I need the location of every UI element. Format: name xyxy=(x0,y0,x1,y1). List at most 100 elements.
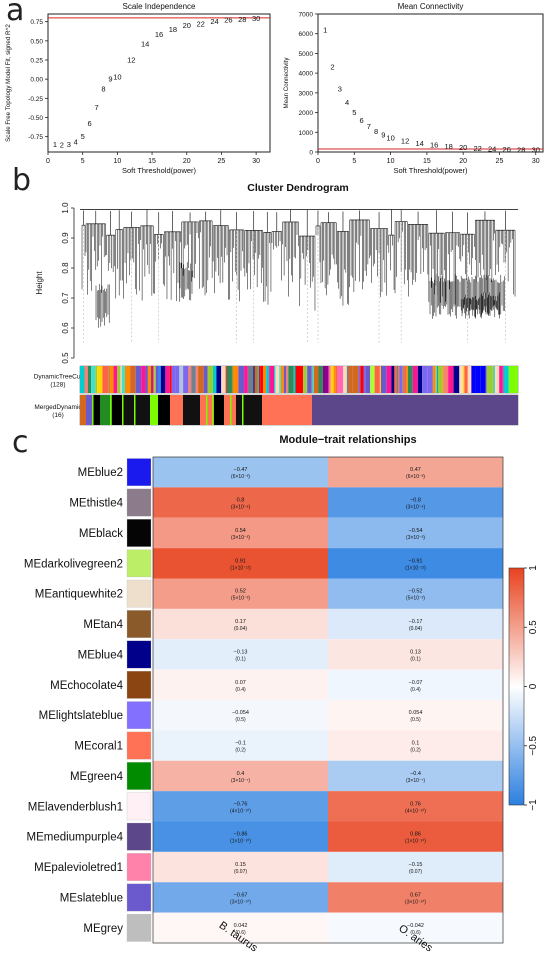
scale-independence-y-tick-label: -0.50 xyxy=(28,115,43,122)
scale-independence-y-tick-label: -0.25 xyxy=(28,96,43,103)
heatmap-cell xyxy=(153,578,328,609)
module-color-swatch xyxy=(126,731,152,760)
merged-dynamic-segment xyxy=(92,395,94,425)
heatmap-cell xyxy=(328,791,503,822)
heatmap-cell xyxy=(328,730,503,761)
mean-connectivity-x-tick-label: 10 xyxy=(387,158,395,165)
dendrogram-y-tick-label: 0.9 xyxy=(61,232,70,244)
dynamic-tree-cut-segment xyxy=(84,366,88,393)
dynamic-tree-cut-segment xyxy=(269,366,275,393)
dynamic-tree-cut-segment xyxy=(511,366,516,393)
scale-independence-point-label: 18 xyxy=(169,25,177,34)
dendrogram-title: Cluster Dendrogram xyxy=(247,182,349,194)
heatmap-cell-value: 0.054 xyxy=(409,710,423,716)
module-label-MEpalevioletred1: MEpalevioletred1 xyxy=(34,862,123,874)
scale-independence-point-label: 4 xyxy=(74,138,78,147)
scale-independence-point-label: 16 xyxy=(155,30,163,39)
dynamic-tree-cut-segment xyxy=(231,366,233,393)
dynamic-tree-cut-segment xyxy=(91,366,96,393)
heatmap-cell xyxy=(153,912,328,943)
mean-connectivity-y-tick-label: 7000 xyxy=(299,12,314,19)
dynamic-tree-cut-segment xyxy=(322,366,329,393)
dynamic-tree-cut-segment xyxy=(266,366,270,393)
dynamic-tree-cut-segment xyxy=(280,366,284,393)
dynamic-tree-cut-segment xyxy=(275,366,280,393)
merged-dynamic-segment xyxy=(80,395,86,425)
dynamic-tree-cut-segment xyxy=(358,366,361,393)
heatmap-cell-pvalue: (0.5) xyxy=(235,717,246,723)
scale-independence-x-tick-label: 30 xyxy=(252,158,260,165)
mean-connectivity-y-tick-label: 1000 xyxy=(299,130,314,137)
heatmap-cell xyxy=(153,639,328,670)
scale-independence-y-tick-label: 0.50 xyxy=(30,38,43,45)
dynamic-tree-cut-segment xyxy=(360,366,364,393)
dynamic-tree-cut-segment xyxy=(311,366,313,393)
module-label-MEdarkolivegreen2: MEdarkolivegreen2 xyxy=(24,558,123,570)
heatmap-cell-pvalue: (4×10⁻¹⁰) xyxy=(405,808,426,814)
dynamic-tree-cut-segment xyxy=(330,366,334,393)
dynamic-tree-cut-segment xyxy=(365,366,371,393)
heatmap-cell-pvalue: (6×10⁻³) xyxy=(406,474,425,480)
dynamic-tree-cut-segment xyxy=(333,366,336,393)
heatmap-cell xyxy=(153,730,328,761)
dynamic-tree-cut-segment xyxy=(183,366,189,393)
heatmap-cell-value: 0.47 xyxy=(410,467,421,473)
dynamic-tree-cut-segment xyxy=(407,366,413,393)
module-color-swatch xyxy=(126,792,152,821)
heatmap-cell-value: −0.054 xyxy=(232,710,249,716)
dynamic-tree-cut-segment xyxy=(154,366,156,393)
mean-connectivity-point-label: 9 xyxy=(381,131,385,140)
heatmap-cell xyxy=(328,700,503,731)
heatmap-cell-value: 0.07 xyxy=(235,680,246,686)
heatmap-cell-pvalue: (1×10⁻¹⁰) xyxy=(230,839,251,845)
merged-dynamic-segment xyxy=(134,395,136,425)
dynamic-tree-cut-segment xyxy=(417,366,423,393)
heatmap-cell-value: −0.1 xyxy=(235,741,246,747)
heatmap-cell-pvalue: (1×10⁻¹²) xyxy=(230,565,251,571)
color-row-label: DynamicTreeCut xyxy=(34,374,83,381)
heatmap-cell-value: 0.4 xyxy=(237,771,245,777)
heatmap-cell-pvalue: (0.1) xyxy=(235,656,246,662)
heatmap-cell xyxy=(328,517,503,549)
mean-connectivity-point-label: 6 xyxy=(359,116,363,125)
dynamic-tree-cut-segment xyxy=(399,366,403,393)
dynamic-tree-cut-segment xyxy=(464,366,468,393)
dynamic-tree-cut-segment xyxy=(443,366,449,393)
dynamic-tree-cut-segment xyxy=(244,366,248,393)
mean-connectivity-y-tick-label: 3000 xyxy=(299,90,314,97)
heatmap-cell xyxy=(153,487,328,518)
heatmap-cell-value: −0.042 xyxy=(407,923,424,929)
dynamic-tree-cut-segment xyxy=(328,366,331,393)
heatmap-cell-pvalue: (3×10⁻³) xyxy=(231,535,250,541)
heatmap-cell-pvalue: (6×10⁻³) xyxy=(231,474,250,480)
dynamic-tree-cut-segment xyxy=(124,366,131,393)
dynamic-tree-cut-segment xyxy=(404,366,407,393)
heatmap-cell-pvalue: (0.6) xyxy=(235,930,246,936)
heatmap-cell-pvalue: (5×10⁻³) xyxy=(231,596,250,602)
scale-independence-point-label: 6 xyxy=(88,119,92,128)
heatmap-cell-value: 0.8 xyxy=(237,498,245,504)
dynamic-tree-cut-segment xyxy=(151,366,153,393)
mean-connectivity-x-tick-label: 25 xyxy=(496,158,504,165)
module-label-MElightslateblue: MElightslateblue xyxy=(39,710,123,722)
scale-independence-x-tick-label: 0 xyxy=(46,158,50,165)
heatmap-cell xyxy=(153,791,328,822)
heatmap-cell-pvalue: (0.1) xyxy=(410,656,421,662)
dynamic-tree-cut-segment xyxy=(283,366,287,393)
dynamic-tree-cut-segment xyxy=(155,366,159,393)
dynamic-tree-cut-segment xyxy=(263,366,267,393)
heatmap-cell-value: −0.67 xyxy=(234,892,248,898)
dynamic-tree-cut-segment xyxy=(135,366,142,393)
heatmap-cell-value: 0.52 xyxy=(235,589,246,595)
dynamic-tree-cut-segment xyxy=(121,366,125,393)
scale-independence-point-label: 20 xyxy=(183,21,191,30)
dynamic-tree-cut-segment xyxy=(437,366,439,393)
mean-connectivity-x-axis-label: Soft Threshold(power) xyxy=(393,166,468,175)
module-color-swatch xyxy=(126,640,152,669)
colorbar xyxy=(508,567,525,806)
heatmap-cell-value: −0.15 xyxy=(409,862,423,868)
scale-independence-x-tick-label: 10 xyxy=(113,158,121,165)
dynamic-tree-cut-segment xyxy=(307,366,312,393)
heatmap-cell-value: −0.54 xyxy=(409,528,423,534)
dynamic-tree-cut-segment xyxy=(453,366,460,393)
